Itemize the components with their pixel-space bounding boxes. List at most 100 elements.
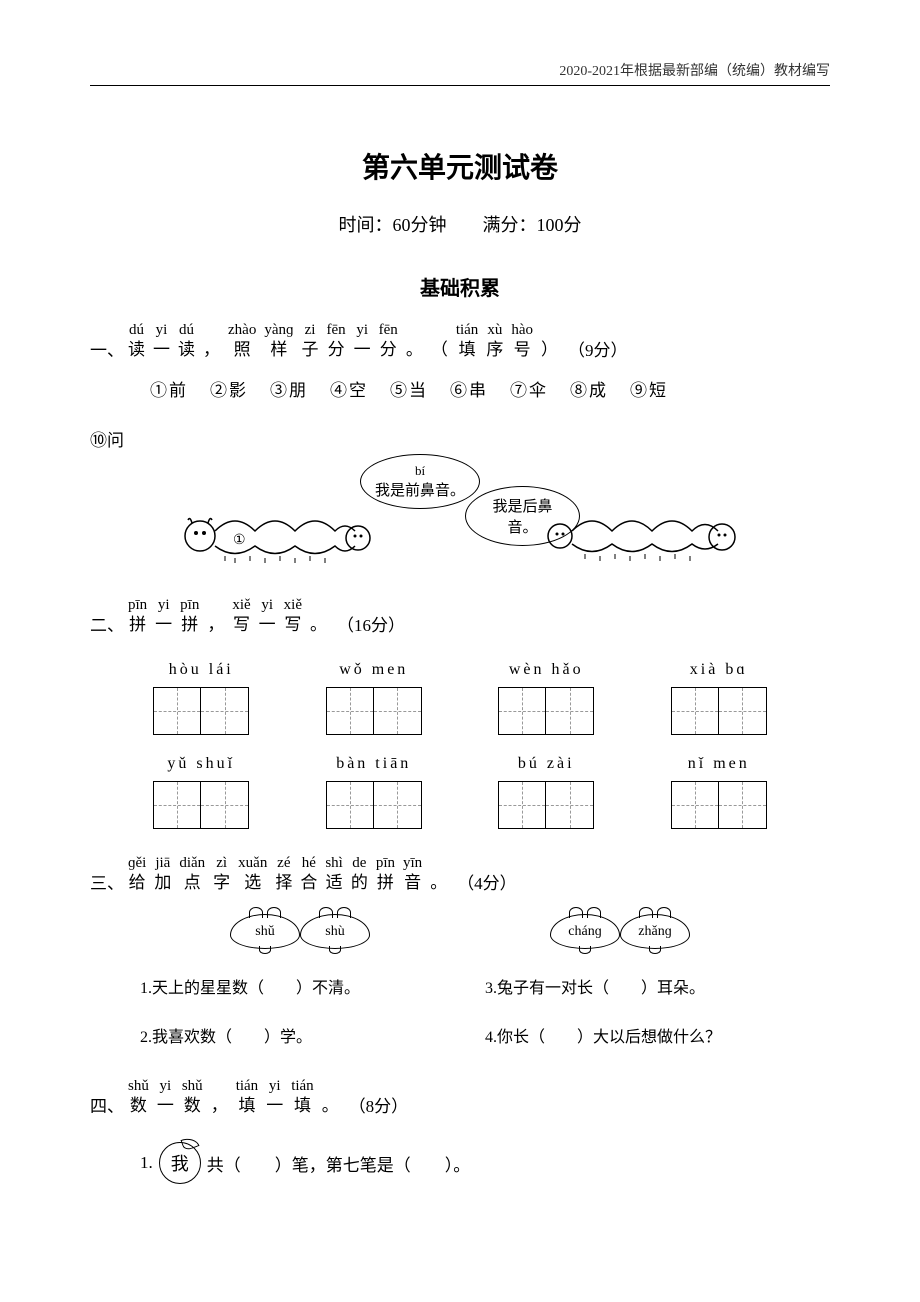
write-item: hòu lái <box>140 661 263 735</box>
option-item: ⑨短 <box>630 381 668 400</box>
ruby-char: （ <box>431 321 448 361</box>
write-item: xià bɑ <box>658 661 781 735</box>
ruby-char: ， <box>207 596 224 636</box>
write-pinyin: bú zài <box>518 755 575 773</box>
ruby-char: de的 <box>351 854 368 894</box>
write-pinyin: nǐ men <box>688 755 750 773</box>
sentence-item: 2.我喜欢数（ ）学。 <box>140 1023 435 1047</box>
header-note: 2020-2021年根据最新部编（统编）教材编写 <box>90 60 830 86</box>
ruby-char: xiě写 <box>232 596 250 636</box>
ruby-char: xiě写 <box>284 596 302 636</box>
q1-number: 一、 <box>90 336 124 361</box>
q3-sentences: 1.天上的星星数（ ）不清。3.兔子有一对长（ ）耳朵。2.我喜欢数（ ）学。4… <box>90 964 830 1077</box>
circled-char-wo: 我 <box>159 1142 201 1184</box>
ruby-char: yīn音 <box>403 854 422 894</box>
write-box <box>326 687 422 735</box>
q4-item1-prefix: 1. <box>140 1153 153 1173</box>
write-box <box>671 781 767 829</box>
q2-number: 二、 <box>90 611 124 636</box>
q4-items: 1. 我 共（ ）笔，第七笔是（ ）。 <box>90 1132 830 1209</box>
leaf-option: shù <box>300 914 370 949</box>
ruby-char: pīn拼 <box>128 596 147 636</box>
leaf-group: shǔshù <box>230 914 370 949</box>
ruby-char: jiā加 <box>154 854 171 894</box>
ruby-char: ɡěi给 <box>128 854 146 894</box>
ruby-char: zì字 <box>213 854 230 894</box>
q2-prompt: 二、 pīn拼yi一pīn拼 ，xiě写yi一xiě写 。 （16分） <box>90 596 830 636</box>
ruby-char: yi一 <box>153 321 170 361</box>
ruby-char: yànɡ样 <box>264 321 293 361</box>
bubble-front-nasal: 我是前鼻音。 <box>360 454 480 509</box>
option-item: ①前 <box>150 381 188 400</box>
q4-score: （8分） <box>349 1092 409 1117</box>
ruby-char: xuǎn选 <box>238 854 267 894</box>
write-item: nǐ men <box>658 755 781 829</box>
ruby-char: 。 <box>322 1077 339 1117</box>
ruby-char: shì适 <box>325 854 343 894</box>
q3-leaves: shǔshù chánɡzhǎnɡ <box>90 909 830 964</box>
leaf-option: shǔ <box>230 914 300 949</box>
ruby-char: yi一 <box>259 596 276 636</box>
q3-prompt: 三、 ɡěi给 jiā加 diǎn点 zì字 xuǎn选 zé择 hé合 shì适 de的 pīn… <box>90 854 830 894</box>
svg-text:①: ① <box>233 533 246 548</box>
write-box <box>671 687 767 735</box>
ruby-char: fēn分 <box>327 321 346 361</box>
write-item: wèn hǎo <box>485 661 608 735</box>
q3-number: 三、 <box>90 869 124 894</box>
option-item: ⑤当 <box>390 381 428 400</box>
caterpillar-right-icon <box>540 506 740 566</box>
leaf-group: chánɡzhǎnɡ <box>550 914 690 949</box>
ruby-char: hào号 <box>511 321 533 361</box>
ruby-char: dú读 <box>178 321 195 361</box>
ruby-char: zé择 <box>275 854 292 894</box>
leaf-option: zhǎnɡ <box>620 914 690 949</box>
page-title: 第六单元测试卷 <box>90 146 830 186</box>
write-pinyin: bàn tiān <box>336 755 411 773</box>
ruby-char: ） <box>541 321 558 361</box>
ruby-char: ， <box>211 1077 228 1117</box>
q1-options: ①前②影③朋④空⑤当⑥串⑦伞⑧成⑨短 <box>90 376 830 401</box>
write-pinyin: hòu lái <box>169 661 234 679</box>
ruby-char: yi一 <box>354 321 371 361</box>
option-item: ⑥串 <box>450 381 488 400</box>
ruby-char: yi一 <box>155 596 172 636</box>
q4-prompt: 四、 shǔ数 yi一 shǔ数 ， tián填 yi一 tián填 。 （8分） <box>90 1077 830 1117</box>
ruby-char: pīn拼 <box>180 596 199 636</box>
caterpillar-left-icon: ① <box>180 506 380 566</box>
ruby-char: shǔ数 <box>182 1077 203 1117</box>
sentence-item: 3.兔子有一对长（ ）耳朵。 <box>485 974 780 998</box>
q4-item1-text: 共（ ）笔，第七笔是（ ）。 <box>207 1151 471 1176</box>
write-box <box>153 687 249 735</box>
ruby-char: dú读 <box>128 321 145 361</box>
ruby-char: hé合 <box>300 854 317 894</box>
option-item: ④空 <box>330 381 368 400</box>
write-pinyin: xià bɑ <box>690 661 748 679</box>
ruby-char: 。 <box>430 854 447 894</box>
ruby-char: 。 <box>310 596 327 636</box>
ruby-char: tián填 <box>236 1077 259 1117</box>
write-pinyin: wǒ men <box>339 661 408 679</box>
write-item: yǔ shuǐ <box>140 755 263 829</box>
write-box <box>153 781 249 829</box>
ruby-char: zhào照 <box>228 321 256 361</box>
write-box <box>498 781 594 829</box>
q4-number: 四、 <box>90 1092 124 1117</box>
ruby-char: zi子 <box>302 321 319 361</box>
ruby-char: pīn拼 <box>376 854 395 894</box>
ruby-char: tián填 <box>456 321 479 361</box>
ruby-char: tián填 <box>291 1077 314 1117</box>
write-box <box>498 687 594 735</box>
option-item: ②影 <box>210 381 248 400</box>
q1-score: （9分） <box>568 336 628 361</box>
ruby-char: shǔ数 <box>128 1077 149 1117</box>
ruby-char: yi一 <box>157 1077 174 1117</box>
option-item: ⑦伞 <box>510 381 548 400</box>
q1-option-wrap: ⑩问 <box>90 426 830 451</box>
write-item: bàn tiān <box>313 755 436 829</box>
ruby-char: 。 <box>406 321 423 361</box>
q4-item-1: 1. 我 共（ ）笔，第七笔是（ ）。 <box>140 1142 780 1184</box>
q2-grid: hòu lái wǒ men wèn hǎo xià bɑ yǔ shuǐ bàn tiā… <box>90 651 830 854</box>
ruby-char: yi一 <box>266 1077 283 1117</box>
ruby-char: diǎn点 <box>179 854 205 894</box>
ruby-char: xù序 <box>486 321 503 361</box>
